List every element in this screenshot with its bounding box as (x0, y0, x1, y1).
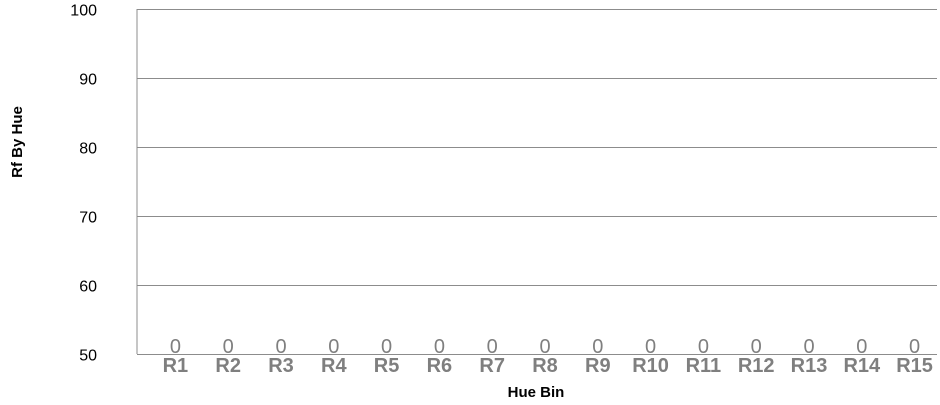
y-tick-label: 80 (79, 141, 97, 158)
y-tick-label: 60 (79, 279, 97, 296)
data-label-R14: 0 (856, 336, 867, 358)
x-tick-label-R14: R14 (843, 355, 881, 377)
data-label-R3: 0 (275, 336, 286, 358)
data-label-R15: 0 (909, 336, 920, 358)
data-label-R8: 0 (539, 336, 550, 358)
x-tick-label-R13: R13 (791, 355, 828, 377)
data-labels: 0 0 0 0 0 0 0 0 0 0 0 0 0 0 0 (170, 336, 920, 358)
x-tick-label-R6: R6 (427, 355, 453, 377)
x-tick-label-R15: R15 (896, 355, 933, 377)
y-tick-label: 90 (79, 72, 97, 89)
data-label-R6: 0 (434, 336, 445, 358)
y-axis-tick-labels: 50 60 70 80 90 100 (70, 3, 97, 365)
x-tick-label-R11: R11 (686, 355, 722, 377)
x-tick-label-R5: R5 (374, 355, 400, 377)
x-axis-tick-labels: R1 R2 R3 R4 R5 R6 R7 R8 R9 R10 R11 R12 R13 R14 R15 (163, 355, 933, 377)
y-tick-label: 100 (70, 3, 97, 20)
x-axis-title: Hue Bin (508, 384, 565, 401)
x-tick-label-R7: R7 (479, 355, 505, 377)
x-tick-label-R8: R8 (532, 355, 558, 377)
data-label-R4: 0 (328, 336, 339, 358)
data-label-R9: 0 (592, 336, 603, 358)
x-tick-label-R3: R3 (268, 355, 294, 377)
data-label-R12: 0 (751, 336, 762, 358)
x-tick-label-R2: R2 (215, 355, 241, 377)
gridlines (136, 9, 937, 355)
data-label-R5: 0 (381, 336, 392, 358)
y-tick-label: 70 (79, 210, 97, 227)
data-label-R2: 0 (223, 336, 234, 358)
data-label-R1: 0 (170, 336, 181, 358)
x-tick-label-R1: R1 (163, 355, 189, 377)
x-tick-label-R10: R10 (632, 355, 669, 377)
y-tick-label: 50 (79, 348, 97, 365)
data-label-R11: 0 (698, 336, 709, 358)
x-tick-label-R9: R9 (585, 355, 611, 377)
data-label-R10: 0 (645, 336, 656, 358)
data-label-R7: 0 (487, 336, 498, 358)
data-label-R13: 0 (803, 336, 814, 358)
x-tick-label-R12: R12 (738, 355, 775, 377)
x-tick-label-R4: R4 (321, 355, 347, 377)
y-axis-title: Rf By Hue (9, 106, 26, 178)
